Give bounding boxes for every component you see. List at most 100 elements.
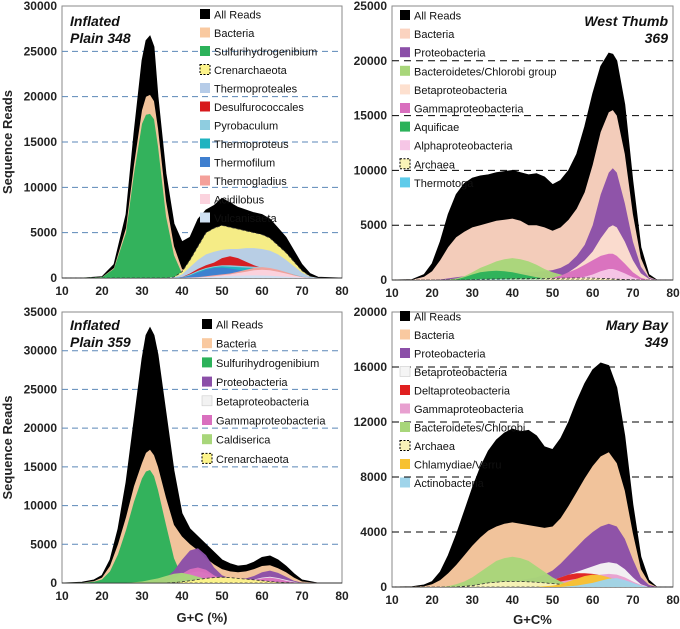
legend-swatch	[200, 157, 210, 167]
legend-label: Caldiserica	[216, 435, 271, 447]
x-tick-label: 10	[55, 589, 69, 603]
legend-label: Betaproteobacteria	[216, 396, 310, 408]
legend-swatch	[400, 348, 410, 358]
legend-swatch	[200, 175, 210, 186]
series-area-crenarchaeota	[62, 576, 342, 584]
legend-label: Proteobacteria	[414, 48, 486, 60]
legend-label: Proteobacteria	[216, 377, 288, 389]
legend-swatch	[200, 27, 210, 38]
panel-title-line: Inflated	[70, 13, 120, 29]
legend-label: Sulfurihydrogenibium	[214, 47, 317, 59]
legend: All Reads Bacteria Sulfurihydrogenibium Cre…	[199, 9, 317, 225]
legend-swatch	[200, 83, 210, 93]
legend-label: All Reads	[216, 320, 264, 332]
series-area-bacteroidetes-chlorobi-group	[392, 258, 673, 280]
series-area-actinobacteria	[392, 578, 673, 587]
x-tick-label: 80	[335, 589, 349, 603]
x-tick-label: 40	[175, 284, 189, 298]
x-axis-title: G+C (%)	[177, 610, 228, 625]
y-tick-label: 35000	[24, 305, 58, 319]
y-tick-label: 12000	[354, 415, 388, 429]
x-tick-label: 60	[255, 589, 269, 603]
legend-label: Vulcanisaeta	[214, 213, 277, 225]
legend-swatch	[202, 338, 212, 349]
panel-1: 10 20 30 40 50 60 70 80 0 5000 10000 15000 20000 2500…	[0, 0, 349, 298]
x-tick-label: 40	[506, 593, 520, 607]
series-area-aquificae	[392, 270, 673, 280]
panel-title-line: West Thumb	[584, 13, 668, 29]
series-area-caldiserica	[62, 572, 342, 583]
y-tick-label: 20000	[354, 54, 388, 68]
legend-label: Bacteria	[216, 339, 257, 351]
y-tick-label: 30000	[24, 344, 58, 358]
panel-3: 10 20 30 40 50 60 70 80 0 5000 10000 15000 20000 2500…	[0, 305, 349, 625]
legend-swatch	[400, 140, 410, 151]
series-area-sulfurihydrogenibium	[62, 470, 342, 583]
legend-swatch	[200, 101, 210, 112]
legend: All Reads Bacteria Proteobacteria Betaprote…	[399, 311, 525, 490]
legend-label: Actinobacteria	[414, 478, 485, 490]
legend-swatch	[400, 84, 410, 95]
legend-label: Bacteroidetes/Chlorobi group	[414, 66, 556, 78]
legend-swatch	[202, 319, 212, 329]
x-tick-label: 10	[385, 286, 399, 300]
legend-label: Bacteria	[214, 28, 255, 40]
legend-swatch	[400, 329, 410, 340]
legend-swatch	[400, 65, 410, 76]
legend-label: Alphaproteobacteria	[414, 141, 513, 153]
y-tick-label: 20000	[354, 305, 388, 319]
y-tick-label: 5000	[360, 218, 387, 232]
legend-label: Thermotoga	[414, 178, 474, 190]
y-tick-label: 20000	[24, 421, 58, 435]
legend-label: Desulfurococcales	[214, 102, 304, 114]
y-tick-label: 0	[380, 273, 387, 287]
legend-label: Aquificae	[414, 122, 459, 134]
x-tick-label: 50	[215, 284, 229, 298]
series-area-vulcanisaeta	[62, 275, 342, 278]
x-tick-label: 50	[215, 589, 229, 603]
x-tick-label: 80	[666, 286, 680, 300]
x-tick-label: 20	[95, 284, 109, 298]
panel-title-line: Mary Bay	[606, 317, 669, 333]
y-tick-label: 5000	[30, 226, 57, 240]
x-tick-label: 60	[586, 593, 600, 607]
y-axis-title: Sequence Reads	[0, 90, 15, 194]
series-group	[62, 35, 343, 279]
y-tick-label: 30000	[24, 0, 58, 13]
y-tick-label: 0	[50, 271, 57, 285]
x-tick-label: 80	[666, 593, 680, 607]
legend-swatch	[399, 158, 411, 170]
y-tick-label: 25000	[24, 44, 58, 58]
series-area-bacteroidetes-chlorobi	[392, 556, 673, 587]
legend-swatch	[400, 311, 410, 321]
legend-swatch	[400, 459, 410, 469]
series-area-gammaproteobacteria	[62, 567, 342, 583]
legend-label: Thermofilum	[214, 158, 275, 170]
x-tick-label: 30	[466, 286, 480, 300]
y-tick-label: 0	[50, 576, 57, 590]
legend-label: Betaproteobacteria	[414, 367, 508, 379]
y-tick-label: 15000	[24, 135, 58, 149]
panel-2: 10 20 30 40 50 60 70 80 0 5000 10000 15000 20000 2500…	[354, 0, 680, 300]
legend-swatch	[400, 10, 410, 20]
series-group	[391, 362, 673, 588]
legend-swatch	[200, 138, 210, 149]
legend-swatch	[201, 452, 213, 464]
legend-label: Acidilobus	[214, 195, 265, 207]
x-tick-label: 20	[425, 286, 439, 300]
x-tick-label: 80	[335, 284, 349, 298]
y-tick-label: 0	[380, 580, 387, 594]
panel-title-line: 369	[645, 30, 669, 46]
legend-label: Bacteria	[414, 29, 455, 41]
legend-swatch	[200, 212, 210, 223]
legend-label: Bacteria	[414, 330, 455, 342]
x-tick-label: 10	[55, 284, 69, 298]
legend-swatch	[400, 477, 410, 488]
legend-label: Sulfurihydrogenibium	[216, 358, 319, 370]
legend: All Reads Bacteria Sulfurihydrogenibium Pro…	[201, 319, 326, 466]
legend-label: Chlamydiae/Verru	[414, 460, 501, 472]
legend-swatch	[202, 376, 212, 387]
y-tick-label: 25000	[24, 382, 58, 396]
x-tick-label: 60	[255, 284, 269, 298]
